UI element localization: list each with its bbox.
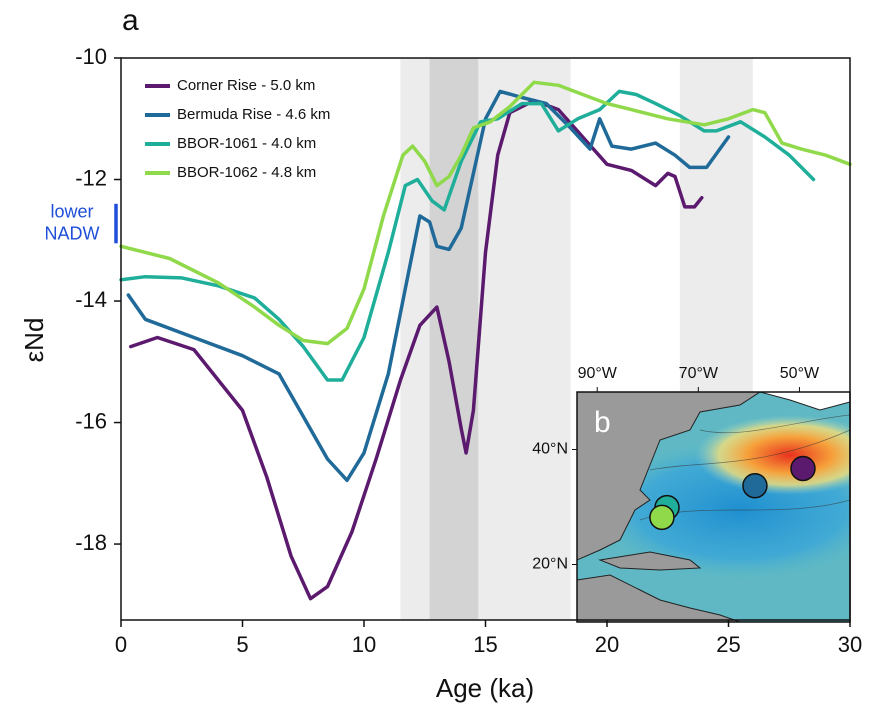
inset-panel-label: b bbox=[594, 406, 611, 439]
x-tick-label: 30 bbox=[838, 632, 862, 657]
panel-label: a bbox=[122, 4, 139, 37]
legend-label: BBOR-1062 - 4.8 km bbox=[177, 164, 316, 181]
land bbox=[759, 392, 850, 411]
site-marker bbox=[649, 504, 675, 531]
site-marker bbox=[742, 472, 768, 499]
x-tick-label: 10 bbox=[352, 632, 376, 657]
x-axis-label: Age (ka) bbox=[436, 673, 534, 703]
series-line bbox=[126, 89, 731, 483]
legend-label: Corner Rise - 5.0 km bbox=[177, 77, 315, 94]
shaded-interval bbox=[400, 58, 571, 620]
land bbox=[577, 392, 761, 561]
x-tick-label: 25 bbox=[716, 632, 740, 657]
map-x-tick-label: 70°W bbox=[679, 365, 719, 382]
x-tick-label: 20 bbox=[595, 632, 619, 657]
inset-map: b 90°W 70°W 50°W 40°N 20°N bbox=[532, 365, 851, 623]
land bbox=[577, 574, 741, 622]
map-x-tick-label: 50°W bbox=[780, 365, 820, 382]
y-tick-label: -12 bbox=[75, 165, 107, 190]
bands bbox=[400, 58, 753, 620]
annotation-text: NADW bbox=[45, 223, 100, 243]
legend-label: Bermuda Rise - 4.6 km bbox=[177, 106, 330, 123]
lines bbox=[119, 80, 852, 601]
map-y-tick-label: 40°N bbox=[532, 441, 568, 458]
site-marker bbox=[790, 455, 816, 482]
map-y-tick-label: 20°N bbox=[532, 556, 568, 573]
x-tick-label: 0 bbox=[115, 632, 127, 657]
y-tick-label: -14 bbox=[75, 287, 107, 312]
legend-label: BBOR-1061 - 4.0 km bbox=[177, 135, 316, 152]
y-axis-label: εNd bbox=[19, 318, 49, 363]
shaded-interval bbox=[429, 58, 479, 620]
x-tick-label: 15 bbox=[473, 632, 497, 657]
series-line bbox=[119, 80, 852, 346]
map-x-tick-label: 90°W bbox=[578, 365, 618, 382]
y-tick-label: -18 bbox=[75, 530, 107, 555]
annotation-text: lower bbox=[50, 201, 93, 221]
y-tick-label: -10 bbox=[75, 44, 107, 69]
x-tick-label: 5 bbox=[236, 632, 248, 657]
series-line bbox=[128, 98, 704, 601]
land bbox=[598, 551, 702, 571]
y-tick-label: -16 bbox=[75, 408, 107, 433]
